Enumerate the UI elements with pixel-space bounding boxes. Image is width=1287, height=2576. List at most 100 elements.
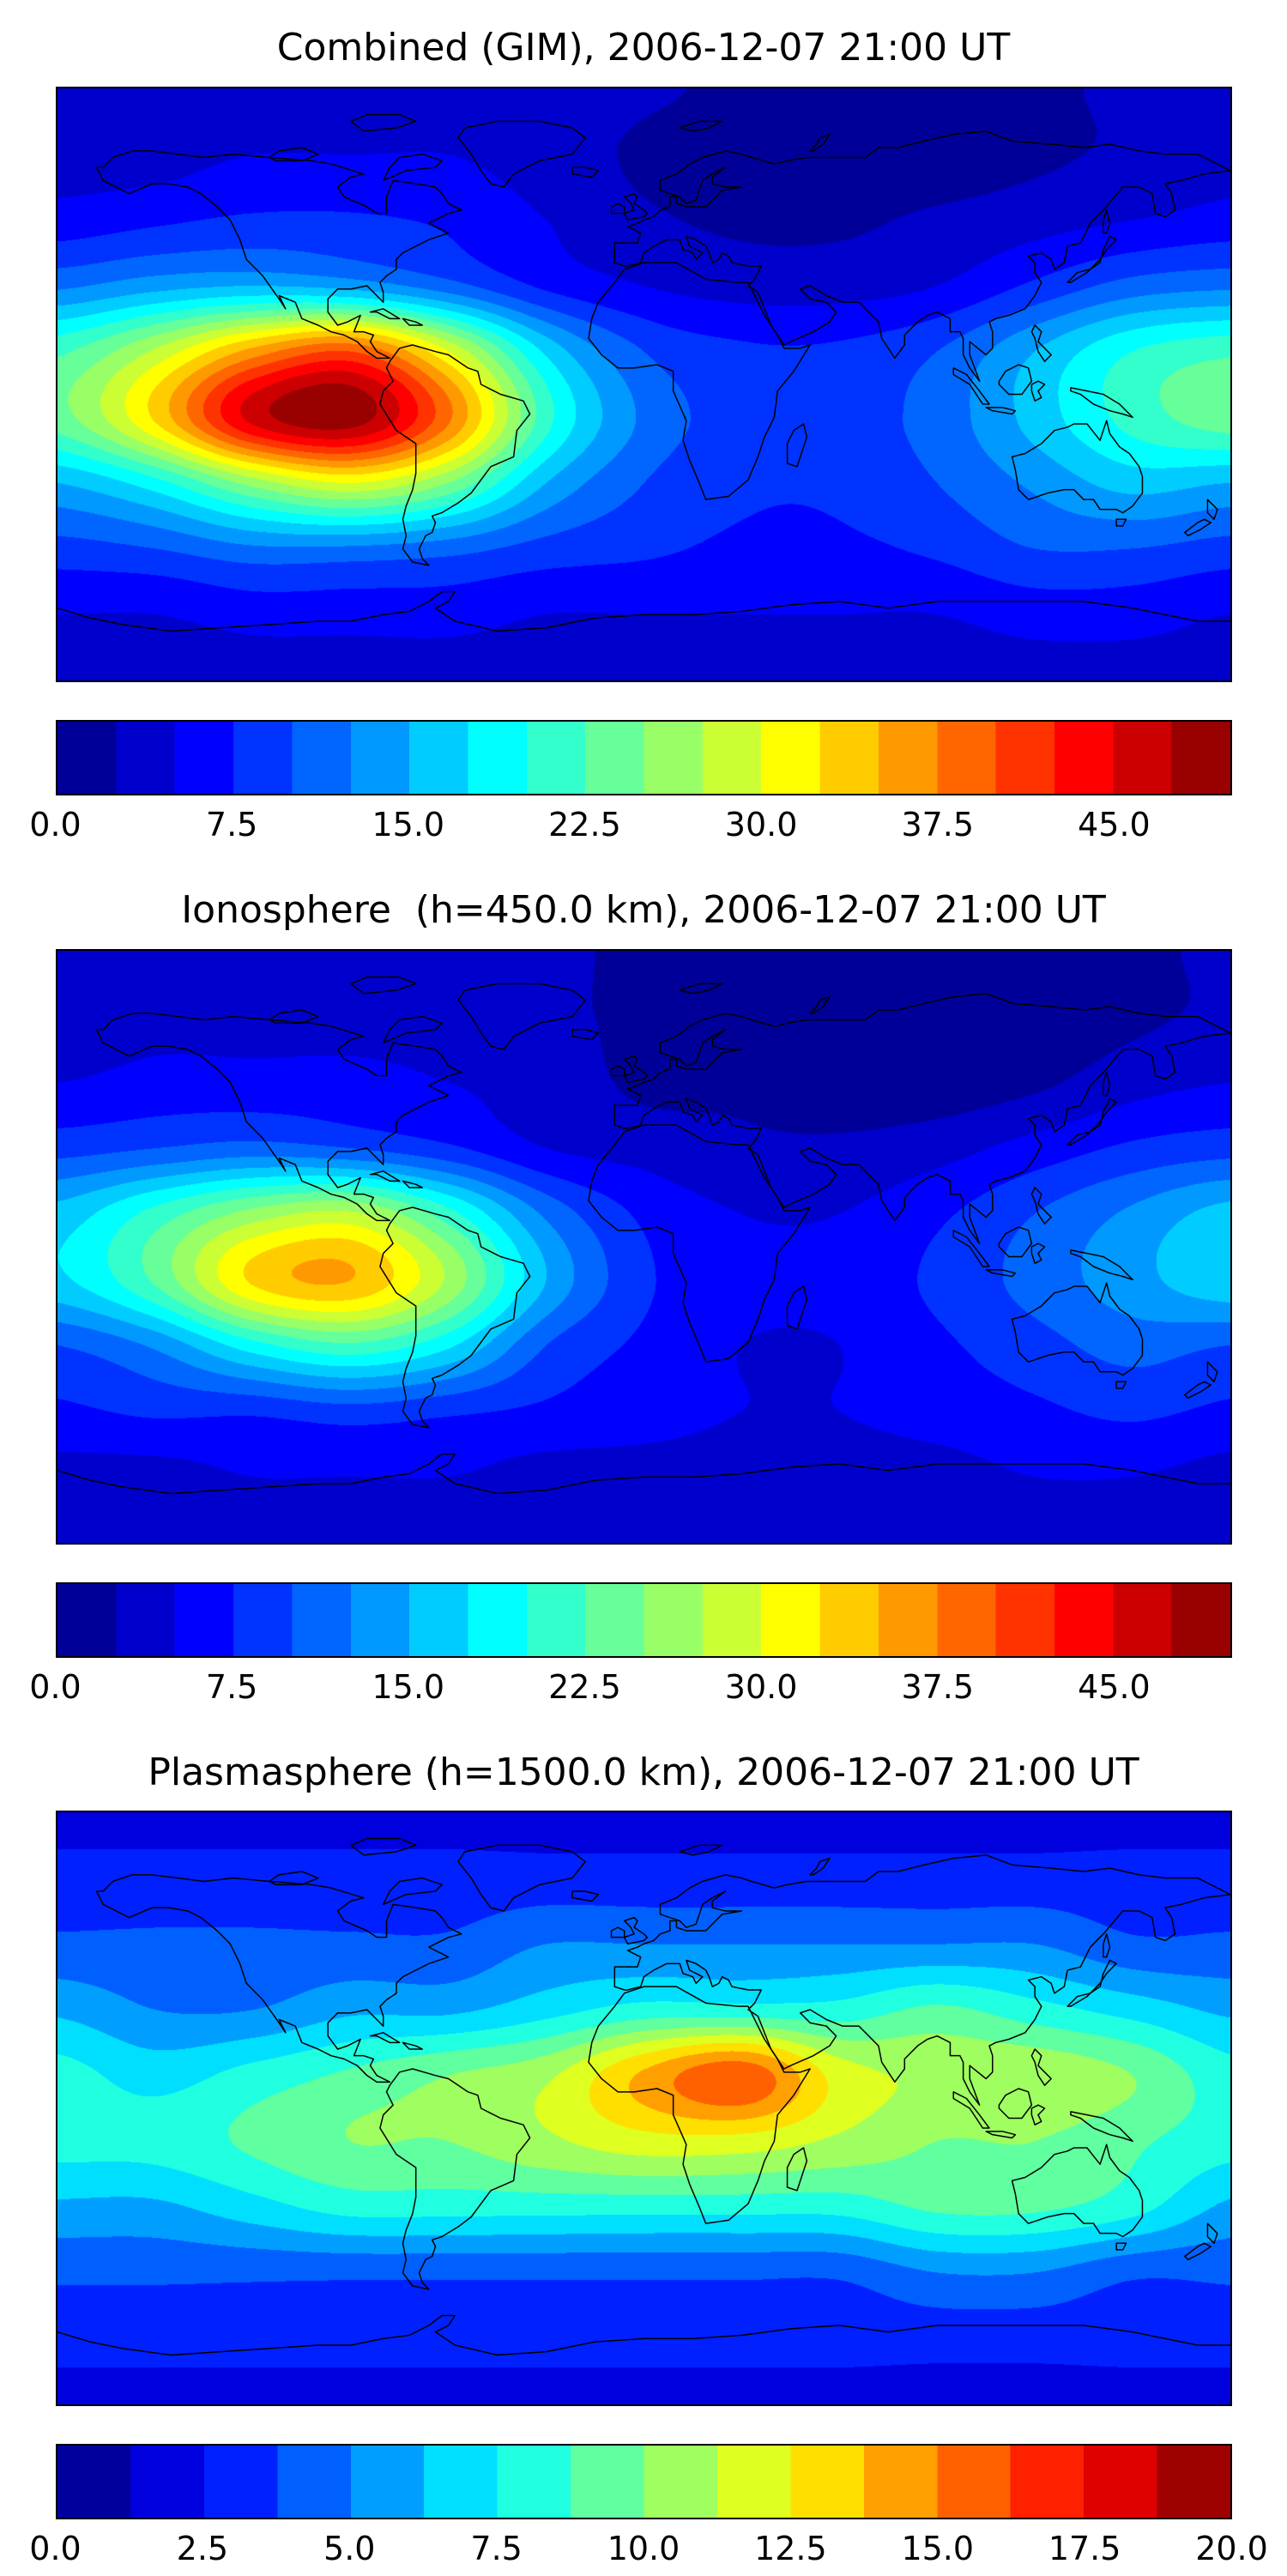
colorbar-tick-label: 22.5 (548, 805, 621, 844)
coastline-path (624, 1918, 647, 1944)
coastline-path (588, 263, 809, 499)
coastline-path (1207, 1362, 1217, 1382)
coastline-path (379, 345, 529, 565)
coastline-path (96, 151, 461, 359)
coastline-path (458, 121, 585, 187)
colorbar-tick-label: 7.5 (470, 2530, 523, 2568)
colorbar-plasmasphere (55, 2444, 1232, 2520)
colorbar-canvas-ionosphere (57, 1583, 1230, 1656)
coastline-path (57, 591, 1230, 631)
coastline-path (614, 131, 1230, 381)
panel-plasmasphere: Plasmasphere (h=1500.0 km), 2006-12-07 2… (29, 1745, 1268, 2576)
colorbar-tick-label: 37.5 (901, 1667, 975, 1706)
panel-title-plasmasphere: Plasmasphere (h=1500.0 km), 2006-12-07 2… (148, 1750, 1139, 1794)
colorbar-tick-label: 45.0 (1078, 1667, 1151, 1706)
coastline-path (614, 1855, 1230, 2105)
colorbar-tick-label: 17.5 (1048, 2530, 1121, 2568)
coastline-path (1116, 2244, 1126, 2251)
coastline-path (1207, 2224, 1217, 2244)
coastline-path (611, 203, 624, 214)
coastline-path (1031, 325, 1051, 361)
coastline-path (379, 1207, 529, 1428)
coastlines-overlay-ionosphere (57, 951, 1230, 1543)
coastline-path (1070, 388, 1132, 418)
colorbar-tick-label: 0.0 (29, 805, 82, 844)
coastline-path (96, 1875, 461, 2083)
coastline-path (571, 167, 597, 178)
colorbar-tick-label: 15.0 (901, 2530, 975, 2568)
colorbar-canvas-plasmasphere (57, 2446, 1230, 2519)
coastline-path (1012, 2145, 1142, 2237)
map-plasmasphere (55, 1811, 1232, 2407)
panel-combined: Combined (GIM), 2006-12-07 21:00 UT 0.0 7… (29, 21, 1232, 852)
coastline-path (1067, 236, 1116, 282)
coastlines-overlay-combined (57, 88, 1230, 680)
colorbar-tick-label: 7.5 (205, 1667, 258, 1706)
coastline-path (999, 1227, 1031, 1257)
coastline-path (999, 365, 1031, 395)
coastline-path (1031, 2049, 1051, 2085)
colorbar-tick-label: 30.0 (724, 1667, 798, 1706)
coastline-path (1067, 1098, 1116, 1145)
coastline-path (383, 154, 441, 180)
coastline-path (810, 1859, 830, 1875)
coastline-path (458, 983, 585, 1049)
coastline-path (383, 1878, 441, 1905)
coastline-path (1031, 1243, 1044, 1263)
coastline-path (1012, 420, 1142, 512)
colorbar-ionosphere (55, 1581, 1232, 1658)
colorbar-tick-label: 5.0 (323, 2530, 376, 2568)
colorbar-ticks-combined: 0.0 7.5 15.0 22.5 30.0 37.5 45.0 (29, 805, 1232, 852)
coastline-path (571, 1891, 597, 1902)
coastline-path (1184, 1382, 1210, 1398)
coastlines-overlay-plasmasphere (57, 1812, 1230, 2404)
coastline-path (1207, 499, 1217, 519)
colorbar-tick-label: 15.0 (372, 1667, 445, 1706)
coastline-path (810, 134, 830, 150)
coastline-path (588, 1987, 809, 2224)
coastline-path (402, 2043, 422, 2050)
panel-ionosphere: Ionosphere (h=450.0 km), 2006-12-07 21:0… (29, 883, 1232, 1714)
coastline-path (1184, 519, 1210, 535)
coastline-path (953, 368, 989, 404)
coastline-path (1116, 519, 1126, 526)
panel-title-ionosphere: Ionosphere (h=450.0 km), 2006-12-07 21:0… (181, 887, 1106, 932)
coastline-path (787, 1286, 807, 1329)
coastline-path (350, 977, 415, 993)
coastline-path (787, 424, 807, 467)
coastline-path (370, 2033, 399, 2043)
coastline-path (1067, 1961, 1116, 2007)
coastline-path (953, 1230, 989, 1266)
tec-map-canvas-plasmasphere (57, 1812, 1230, 2405)
tec-map-canvas-ionosphere (57, 950, 1230, 1543)
coastline-path (269, 148, 317, 160)
colorbar-tick-label: 20.0 (1195, 2530, 1268, 2568)
coastline-path (1184, 2244, 1210, 2260)
coastline-path (1031, 1188, 1051, 1224)
colorbar-tick-label: 12.5 (754, 2530, 827, 2568)
coastline-path (680, 121, 722, 131)
colorbar-ticks-plasmasphere: 0.0 2.5 5.0 7.5 10.0 12.5 15.0 17.5 20.0 (29, 2530, 1268, 2576)
coastline-path (999, 2089, 1031, 2119)
tec-map-canvas-combined (57, 88, 1230, 680)
coastline-path (624, 1055, 647, 1082)
coastline-path (611, 1928, 624, 1938)
coastline-path (680, 1846, 722, 1856)
colorbar-combined (55, 719, 1232, 795)
coastline-path (57, 2316, 1230, 2355)
colorbar-tick-label: 22.5 (548, 1667, 621, 1706)
coastline-path (611, 1066, 624, 1076)
coastline-path (1070, 2112, 1132, 2142)
coastline-path (458, 1846, 585, 1912)
colorbar-canvas-combined (57, 721, 1230, 794)
coastline-path (383, 1016, 441, 1043)
coastline-path (986, 408, 1015, 414)
coastline-path (1116, 1382, 1126, 1388)
coastline-path (1103, 210, 1109, 233)
coastline-path (614, 993, 1230, 1243)
colorbar-tick-label: 45.0 (1078, 805, 1151, 844)
coastline-path (1031, 381, 1044, 401)
colorbar-tick-label: 10.0 (607, 2530, 680, 2568)
colorbar-tick-label: 37.5 (901, 805, 975, 844)
